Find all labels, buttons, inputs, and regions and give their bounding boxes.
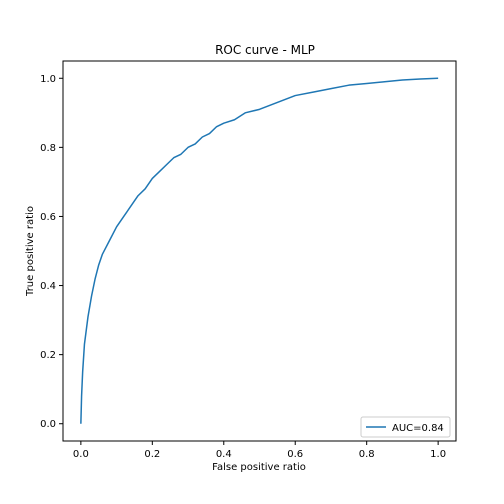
- y-tick-label: 0.8: [40, 143, 56, 154]
- y-axis-ticks: 0.0 0.2 0.4 0.6 0.8 1.0: [40, 74, 63, 430]
- legend: AUC=0.84: [360, 416, 451, 438]
- x-tick-label: 0.6: [287, 449, 303, 460]
- x-tick-label: 1.0: [430, 449, 446, 460]
- x-tick-label: 0.0: [73, 449, 89, 460]
- y-axis-label: True positive ratio: [25, 206, 36, 297]
- x-axis-label: False positive ratio: [212, 462, 306, 473]
- y-tick-label: 0.6: [40, 212, 56, 223]
- x-tick-label: 0.2: [144, 449, 160, 460]
- plot-area: [80, 77, 439, 424]
- legend-box: [360, 416, 451, 438]
- y-tick-label: 0.4: [40, 281, 56, 292]
- legend-label: AUC=0.84: [392, 423, 444, 434]
- x-tick-label: 0.8: [359, 449, 375, 460]
- y-tick-label: 1.0: [40, 74, 56, 85]
- x-axis-ticks: 0.0 0.2 0.4 0.6 0.8 1.0: [73, 441, 446, 460]
- y-tick-label: 0.2: [40, 350, 56, 361]
- y-tick-label: 0.0: [40, 419, 56, 430]
- axes-frame: [62, 60, 457, 442]
- x-tick-label: 0.4: [216, 449, 232, 460]
- roc-curve-line: [80, 77, 439, 424]
- chart-title: ROC curve - MLP: [215, 43, 315, 57]
